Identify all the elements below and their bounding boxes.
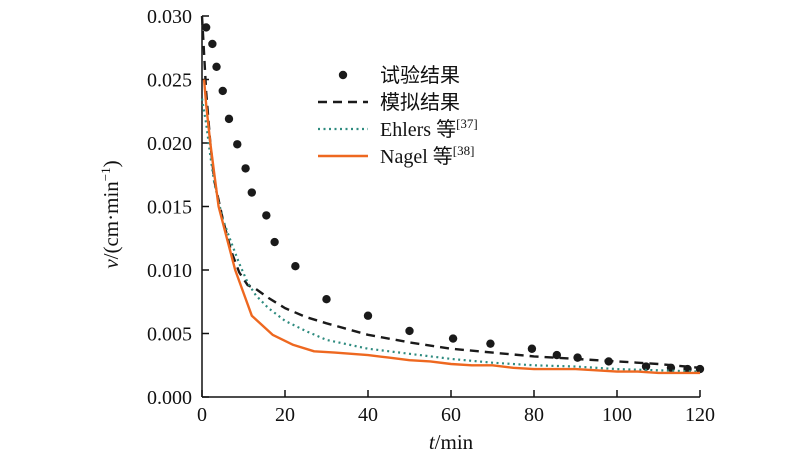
data-point — [208, 39, 217, 49]
legend-item: 模拟结果 — [318, 91, 460, 114]
y-axis-var: v — [99, 259, 123, 269]
data-point — [241, 164, 250, 173]
legend-ref-sup: [38] — [453, 143, 475, 158]
x-tick-label: 80 — [524, 404, 544, 426]
x-tick-label: 40 — [358, 404, 378, 426]
data-point — [212, 62, 221, 71]
x-tick-label: 0 — [197, 404, 207, 426]
data-point — [224, 114, 234, 124]
x-axis-var: t — [429, 430, 436, 454]
x-axis-unit: /min — [435, 430, 474, 454]
legend-label: 试验结果 — [380, 64, 460, 87]
legend-label: Ehlers 等[37] — [380, 116, 478, 141]
data-point — [527, 344, 537, 353]
x-tick-label: 60 — [441, 404, 461, 426]
y-axis-unit: /(cm·min — [99, 181, 123, 260]
data-point — [405, 326, 414, 336]
plot-area: 0 20 40 60 80 100 120 0.000 0.005 0.010 0.015 0.02… — [147, 6, 715, 426]
data-point — [363, 311, 373, 320]
data-point — [322, 295, 331, 304]
legend-item: Nagel 等[38] — [318, 143, 474, 168]
legend-name: Ehlers 等 — [380, 118, 456, 141]
data-point — [262, 211, 271, 220]
y-tick-label: 0.015 — [147, 197, 192, 219]
data-point — [486, 339, 495, 348]
data-point — [233, 140, 242, 149]
data-point — [448, 334, 458, 343]
series-3-line — [202, 79, 700, 375]
x-ticks: 0 20 40 60 80 100 120 — [197, 390, 715, 426]
legend-name: Nagel 等 — [380, 145, 453, 168]
legend-label: Nagel 等[38] — [380, 143, 474, 168]
data-point — [573, 353, 582, 362]
data-point — [218, 86, 227, 96]
x-tick-label: 100 — [602, 404, 632, 426]
data-point — [270, 237, 279, 247]
y-tick-label: 0.010 — [147, 260, 192, 282]
data-point — [201, 23, 211, 32]
y-axis-unit-close: ) — [99, 160, 123, 167]
y-tick-label: 0.030 — [147, 6, 192, 28]
series-layer — [200, 15, 705, 375]
y-tick-label: 0.005 — [147, 324, 192, 346]
x-tick-label: 120 — [685, 404, 715, 426]
legend-name: 模拟结果 — [380, 91, 460, 114]
x-axis-title: t/min — [429, 430, 474, 454]
y-tick-label: 0.000 — [147, 387, 192, 409]
legend-ref-sup: [37] — [456, 116, 478, 131]
y-tick-label: 0.025 — [147, 70, 192, 92]
y-ticks: 0.000 0.005 0.010 0.015 0.020 0.025 0.030 — [147, 6, 209, 409]
data-point — [641, 362, 651, 371]
y-axis-unit-sup: −1 — [98, 167, 113, 181]
legend-label: 模拟结果 — [380, 91, 460, 114]
data-point — [552, 350, 562, 360]
legend-item: 试验结果 — [338, 64, 460, 87]
data-point — [247, 188, 256, 197]
y-tick-label: 0.020 — [147, 133, 192, 155]
legend-name: 试验结果 — [380, 64, 460, 87]
legend-item: Ehlers 等[37] — [318, 116, 478, 141]
data-point — [291, 261, 300, 271]
legend-marker — [338, 70, 348, 80]
y-axis-title: v/(cm·min−1) — [98, 160, 123, 268]
x-tick-label: 20 — [275, 404, 295, 426]
